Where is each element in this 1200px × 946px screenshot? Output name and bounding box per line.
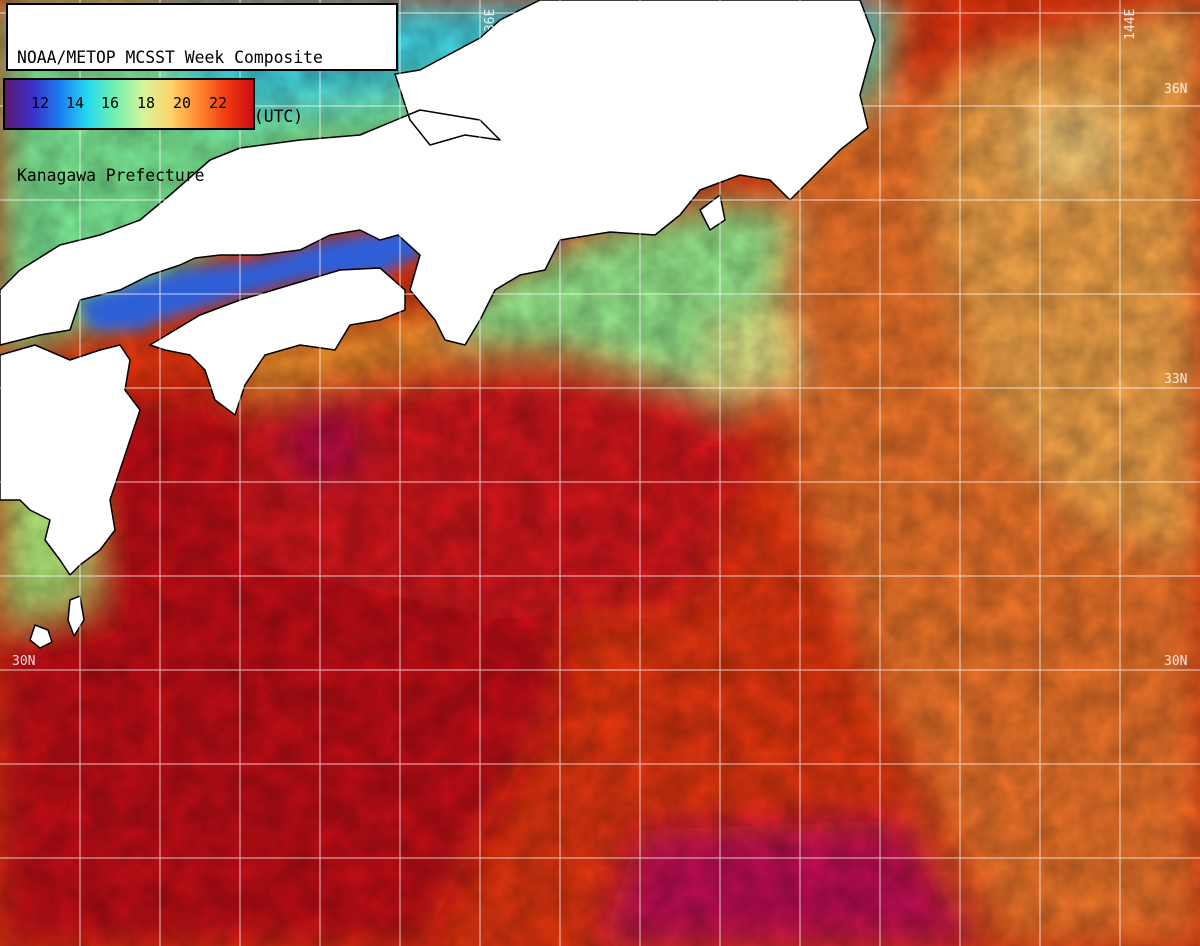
legend-tick-12: 12 bbox=[31, 94, 50, 112]
honshu bbox=[0, 0, 876, 346]
legend-tick-22: 22 bbox=[209, 94, 228, 112]
temperature-legend: 12 14 16 18 20 22 bbox=[3, 78, 255, 130]
lat-label-33n: 33N bbox=[1164, 372, 1188, 387]
lat-label-33-left: 33 bbox=[10, 372, 26, 387]
lon-label-136e: 136E bbox=[483, 8, 498, 40]
landmass bbox=[0, 0, 876, 649]
title-box: NOAA/METOP MCSST Week Composite 2026/01/… bbox=[6, 3, 398, 185]
title-line-3: Kanagawa Prefecture bbox=[17, 165, 205, 185]
legend-tick-20: 20 bbox=[173, 94, 192, 112]
legend-tick-16: 16 bbox=[101, 94, 120, 112]
title-line-1: NOAA/METOP MCSST Week Composite bbox=[17, 48, 323, 68]
legend-tick-14: 14 bbox=[66, 94, 85, 112]
lat-label-36n: 36N bbox=[1164, 82, 1188, 97]
lat-label-30n-left: 30N bbox=[12, 654, 36, 669]
tanegashima bbox=[29, 624, 53, 649]
lon-label-144e: 144E bbox=[1123, 8, 1138, 40]
kyushu bbox=[0, 344, 141, 576]
shikoku bbox=[149, 267, 406, 416]
seto-inland-sea bbox=[80, 225, 430, 330]
lat-label-30n-right: 30N bbox=[1164, 654, 1188, 669]
legend-tick-18: 18 bbox=[137, 94, 156, 112]
